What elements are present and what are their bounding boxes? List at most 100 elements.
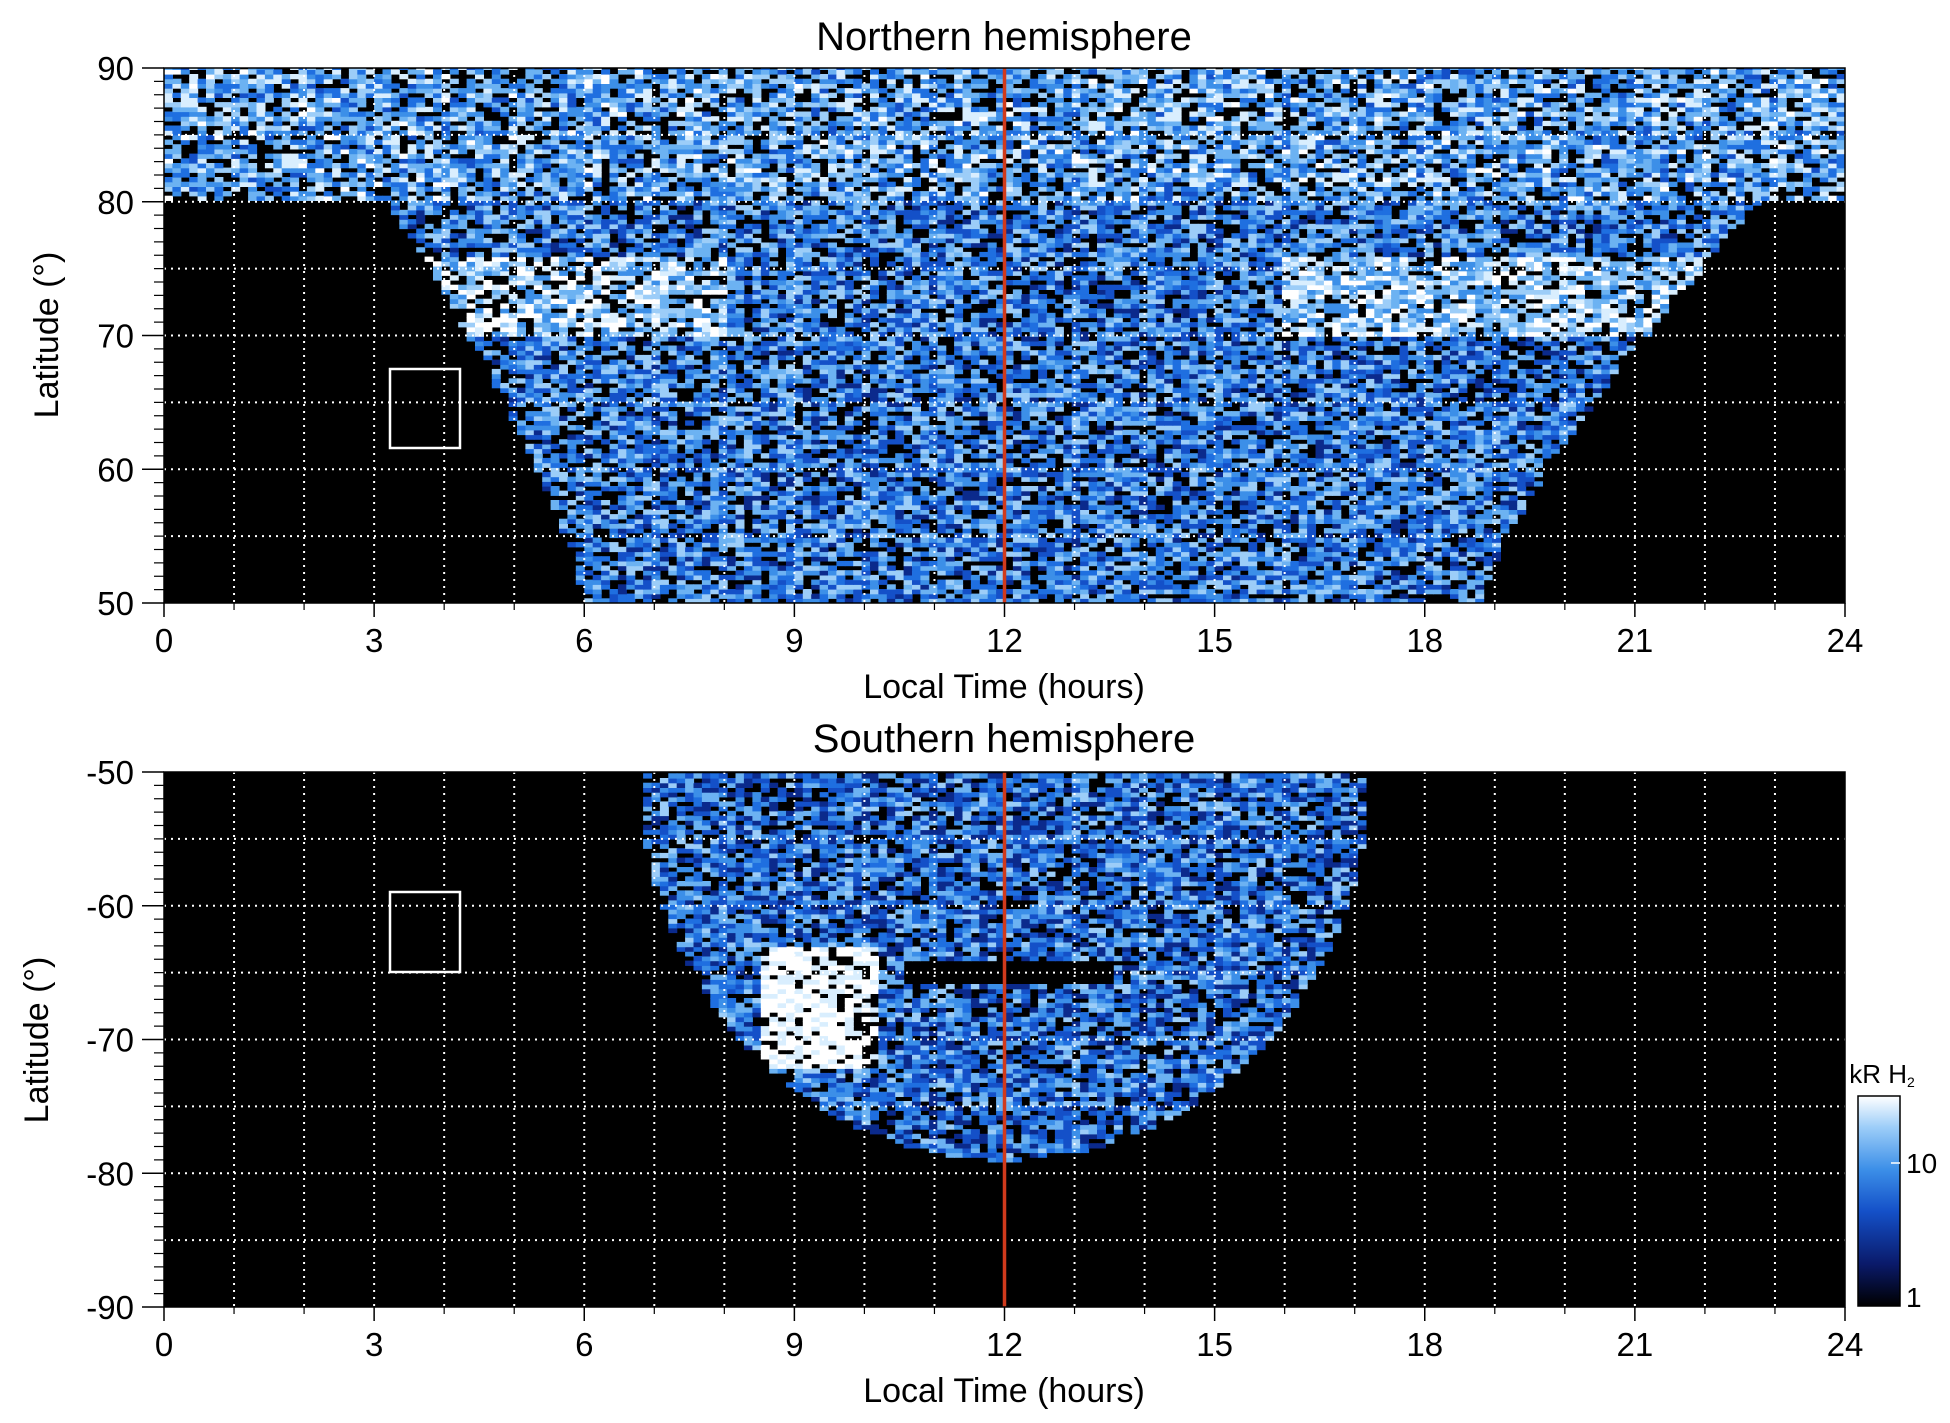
- emission-cell: [794, 556, 804, 562]
- emission-cell: [1273, 528, 1283, 534]
- emission-cell: [626, 448, 636, 454]
- emission-cell: [542, 476, 552, 482]
- emission-cell: [1256, 514, 1266, 520]
- emission-cell: [1475, 532, 1485, 539]
- emission-cell: [617, 462, 627, 468]
- emission-cell: [1004, 392, 1014, 398]
- emission-cell: [1189, 411, 1199, 417]
- emission-cell: [1290, 589, 1300, 595]
- emission-cell: [727, 345, 737, 351]
- emission-cell: [1147, 354, 1157, 361]
- emission-cell: [1332, 504, 1342, 510]
- emission-cell: [592, 340, 602, 347]
- emission-cell: [1416, 453, 1426, 459]
- emission-cell: [601, 598, 611, 603]
- emission-cell: [1374, 495, 1384, 501]
- emission-cell: [1424, 354, 1434, 361]
- emission-cell: [1071, 579, 1081, 585]
- emission-cell: [802, 593, 812, 599]
- emission-cell: [1374, 551, 1384, 557]
- emission-cell: [954, 429, 964, 436]
- emission-cell: [1290, 532, 1300, 539]
- emission-cell: [567, 542, 577, 548]
- emission-cell: [710, 383, 720, 389]
- emission-cell: [559, 368, 568, 375]
- emission-cell: [828, 528, 837, 534]
- emission-cell: [1046, 504, 1056, 510]
- emission-cell: [1399, 415, 1409, 421]
- emission-cell: [760, 514, 770, 520]
- emission-cell: [1374, 462, 1384, 468]
- emission-cell: [1466, 476, 1476, 482]
- emission-cell: [1273, 560, 1283, 567]
- emission-cell: [945, 481, 955, 487]
- emission-cell: [743, 383, 753, 389]
- emission-cell: [1332, 401, 1342, 407]
- emission-cell: [819, 504, 829, 510]
- emission-cell: [1450, 495, 1459, 501]
- emission-cell: [1290, 406, 1300, 412]
- emission-cell: [828, 439, 837, 445]
- emission-cell: [1273, 570, 1283, 576]
- emission-cell: [786, 378, 795, 384]
- emission-cell: [508, 350, 518, 356]
- emission-cell: [1399, 476, 1409, 482]
- emission-cell: [1365, 420, 1375, 426]
- emission-cell: [1265, 457, 1275, 464]
- emission-cell: [1584, 345, 1594, 351]
- emission-cell: [1576, 397, 1585, 403]
- emission-cell: [727, 486, 737, 492]
- emission-cell: [601, 364, 611, 370]
- emission-cell: [676, 584, 686, 590]
- emission-cell: [1483, 481, 1493, 487]
- emission-cell: [1500, 401, 1510, 407]
- emission-cell: [1525, 434, 1535, 440]
- emission-cell: [1332, 584, 1342, 590]
- emission-cell: [1567, 345, 1577, 351]
- emission-cell: [811, 425, 821, 431]
- emission-cell: [1206, 406, 1216, 412]
- emission-cell: [735, 471, 745, 478]
- emission-cell: [1181, 345, 1190, 351]
- emission-cell: [828, 415, 837, 421]
- emission-cell: [1054, 415, 1064, 421]
- emission-cell: [1265, 546, 1275, 553]
- emission-cell: [920, 467, 930, 473]
- emission-cell: [601, 401, 611, 407]
- emission-cell: [1508, 518, 1518, 524]
- emission-cell: [701, 542, 711, 548]
- emission-cell: [1307, 532, 1317, 539]
- emission-cell: [1281, 411, 1291, 417]
- emission-cell: [1164, 528, 1174, 534]
- emission-cell: [1290, 392, 1300, 398]
- emission-cell: [718, 340, 728, 347]
- emission-cell: [979, 565, 989, 571]
- emission-cell: [1080, 589, 1090, 595]
- emission-cell: [970, 574, 980, 581]
- emission-cell: [517, 392, 526, 398]
- emission-cell: [651, 383, 661, 389]
- emission-cell: [1340, 593, 1350, 599]
- emission-cell: [1332, 425, 1342, 431]
- emission-cell: [1407, 448, 1417, 454]
- emission-cell: [1458, 574, 1468, 581]
- emission-cell: [1441, 546, 1451, 553]
- emission-cell: [1147, 443, 1157, 450]
- emission-cell: [861, 570, 871, 576]
- emission-cell: [1298, 509, 1308, 515]
- emission-cell: [1046, 542, 1056, 548]
- emission-cell: [945, 420, 955, 426]
- emission-cell: [937, 411, 947, 417]
- emission-cell: [1374, 504, 1384, 510]
- emission-cell: [1273, 425, 1283, 431]
- emission-cell: [1164, 514, 1174, 520]
- emission-cell: [1450, 490, 1459, 496]
- emission-cell: [1340, 528, 1350, 534]
- emission-cell: [928, 373, 938, 379]
- emission-cell: [895, 504, 905, 510]
- emission-cell: [794, 584, 804, 590]
- emission-cell: [1332, 570, 1342, 576]
- emission-cell: [1012, 471, 1022, 478]
- emission-cell: [584, 411, 594, 417]
- emission-cell: [1088, 584, 1098, 590]
